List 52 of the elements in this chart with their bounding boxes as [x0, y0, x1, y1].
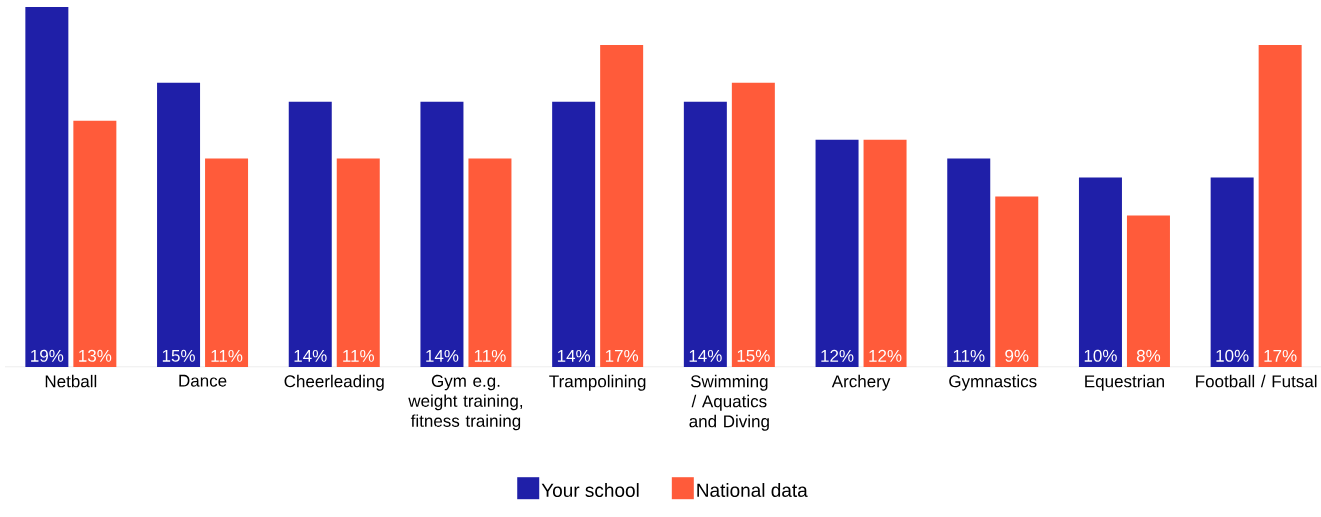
bar	[1258, 44, 1302, 367]
x-tick-label: Cheerleading	[284, 374, 384, 391]
x-tick-label: Swimming / Aquatics and Diving	[689, 374, 769, 431]
data-label: 17%	[605, 349, 639, 362]
x-tick-label: Gym e.g. weight training, fitness training	[408, 374, 523, 431]
data-label: 8%	[1136, 349, 1161, 362]
bar	[863, 139, 907, 367]
data-label: 11%	[211, 349, 243, 362]
bar	[1126, 215, 1170, 367]
data-label: 9%	[1005, 349, 1029, 362]
legend-label: National data	[697, 483, 808, 497]
x-tick-label: Archery	[831, 374, 891, 391]
x-tick-label: Trampolining	[549, 374, 646, 391]
bar	[995, 196, 1039, 367]
data-label: 10%	[1216, 349, 1249, 362]
data-label: 12%	[821, 349, 854, 362]
data-label: 14%	[294, 349, 327, 362]
data-label: 13%	[79, 349, 112, 362]
bar	[336, 158, 380, 367]
bar	[288, 101, 332, 367]
bar	[731, 82, 775, 367]
data-label: 11%	[343, 349, 375, 362]
legend-label: Your school	[541, 483, 639, 497]
x-tick-label: Gymnastics	[949, 374, 1037, 391]
bar	[25, 7, 69, 367]
x-tick-label: Dance	[179, 374, 227, 387]
data-label: 15%	[162, 349, 195, 362]
data-label: 14%	[557, 349, 591, 362]
bar	[947, 158, 991, 367]
data-label: 10%	[1084, 349, 1117, 362]
x-tick-label: Netball	[45, 374, 97, 388]
data-label: 19%	[31, 349, 64, 362]
data-label: 14%	[689, 349, 722, 362]
data-label: 12%	[869, 349, 902, 362]
bar	[468, 158, 512, 367]
bar	[552, 101, 596, 367]
data-label: 15%	[737, 349, 770, 362]
bar	[815, 139, 859, 367]
data-label: 14%	[426, 349, 459, 362]
data-label: 11%	[953, 349, 985, 362]
bar	[420, 101, 464, 367]
data-label: 17%	[1264, 349, 1297, 362]
x-tick-label: Equestrian	[1085, 374, 1164, 391]
bar	[73, 120, 117, 367]
x-tick-label: Football / Futsal	[1196, 374, 1317, 388]
bar	[600, 44, 644, 367]
bar	[157, 82, 201, 367]
bar	[205, 158, 249, 367]
data-label: 11%	[474, 349, 506, 362]
bar	[1210, 177, 1254, 367]
bar	[1078, 177, 1122, 367]
bar	[683, 101, 727, 367]
